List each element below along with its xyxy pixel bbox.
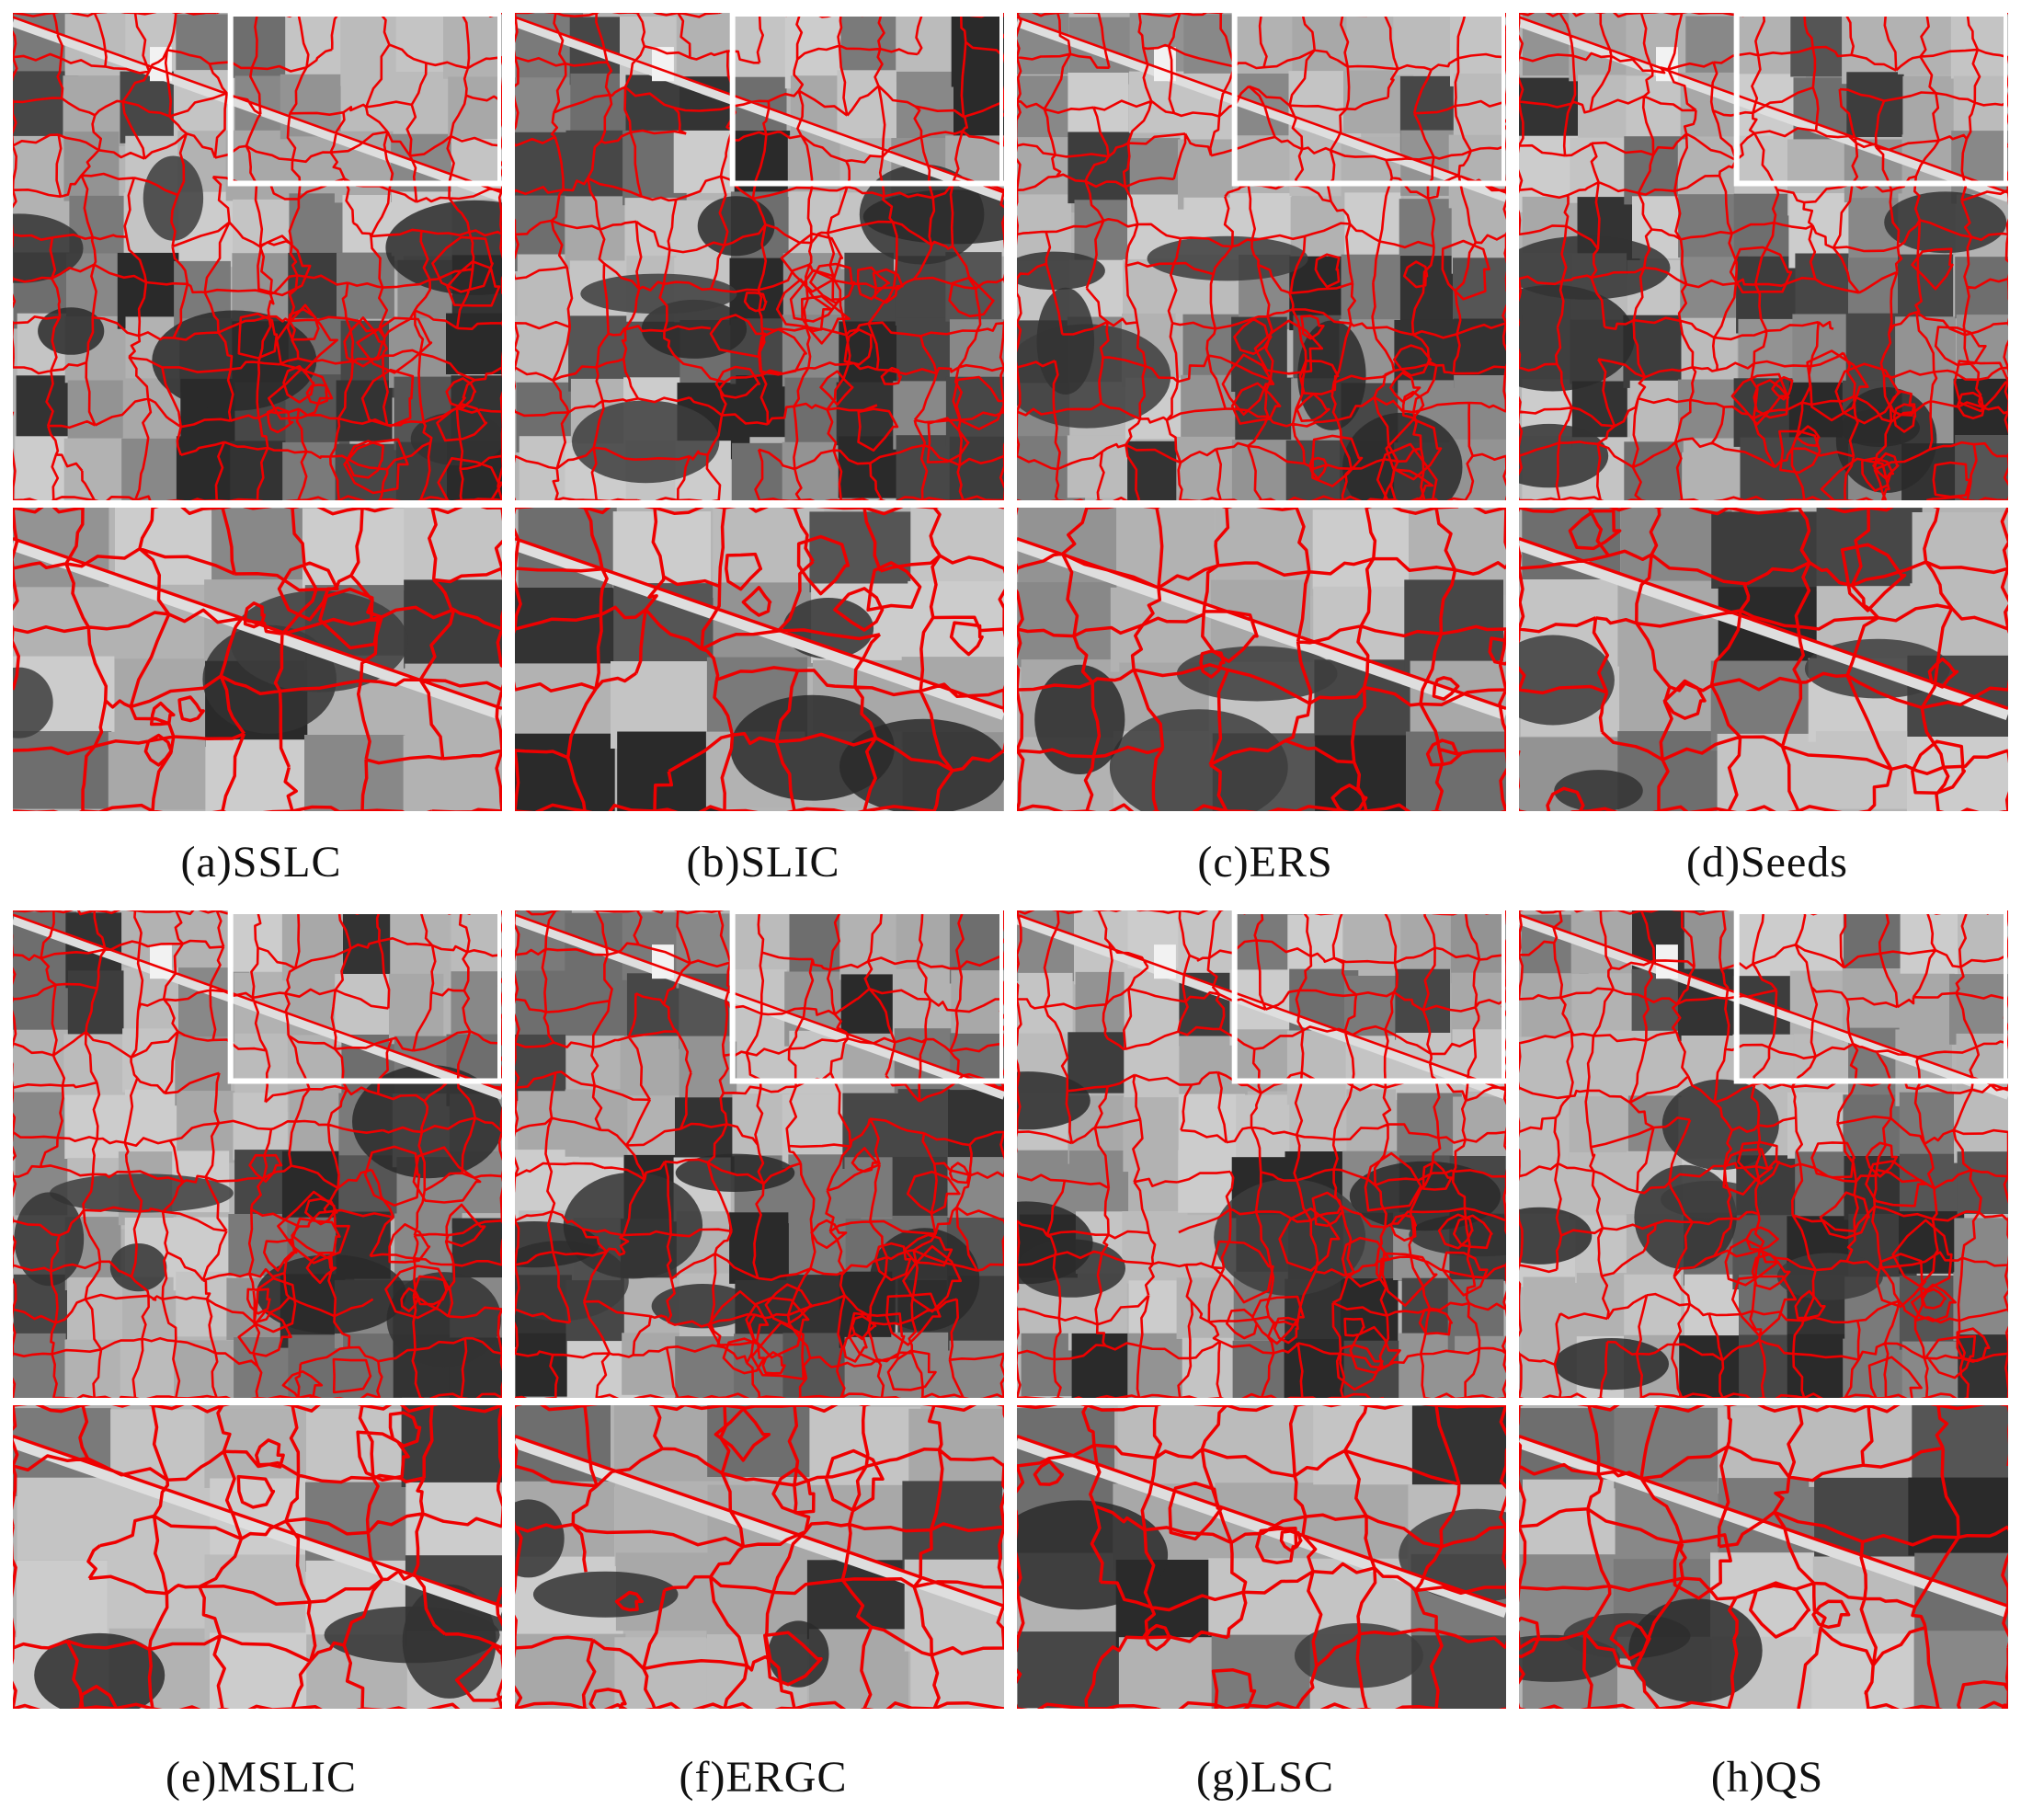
zoom-detail-d	[1519, 508, 2008, 811]
segmentation-image-a	[13, 13, 502, 500]
panel-caption-h: (h)QS	[1710, 1753, 1824, 1802]
segmentation-image-h	[1519, 910, 2008, 1398]
zoom-detail-h	[1519, 1405, 2008, 1709]
segmentation-image-g	[1017, 910, 1506, 1398]
zoom-detail-a	[13, 508, 502, 811]
segmentation-image-f	[515, 910, 1004, 1398]
segmentation-image-e	[13, 910, 502, 1398]
zoom-detail-f	[515, 1405, 1004, 1709]
zoom-detail-g	[1017, 1405, 1506, 1709]
zoom-detail-c	[1017, 508, 1506, 811]
panel-caption-g: (g)LSC	[1196, 1753, 1334, 1802]
segmentation-image-d	[1519, 13, 2008, 500]
panel-caption-f: (f)ERGC	[679, 1753, 848, 1802]
panel-caption-d: (d)Seeds	[1686, 838, 1848, 887]
panel-caption-a: (a)SSLC	[180, 838, 342, 887]
zoom-detail-b	[515, 508, 1004, 811]
segmentation-image-c	[1017, 13, 1506, 500]
segmentation-image-b	[515, 13, 1004, 500]
panel-caption-e: (e)MSLIC	[166, 1753, 357, 1802]
panel-caption-c: (c)ERS	[1197, 838, 1333, 887]
zoom-detail-e	[13, 1405, 502, 1709]
panel-caption-b: (b)SLIC	[686, 838, 840, 887]
